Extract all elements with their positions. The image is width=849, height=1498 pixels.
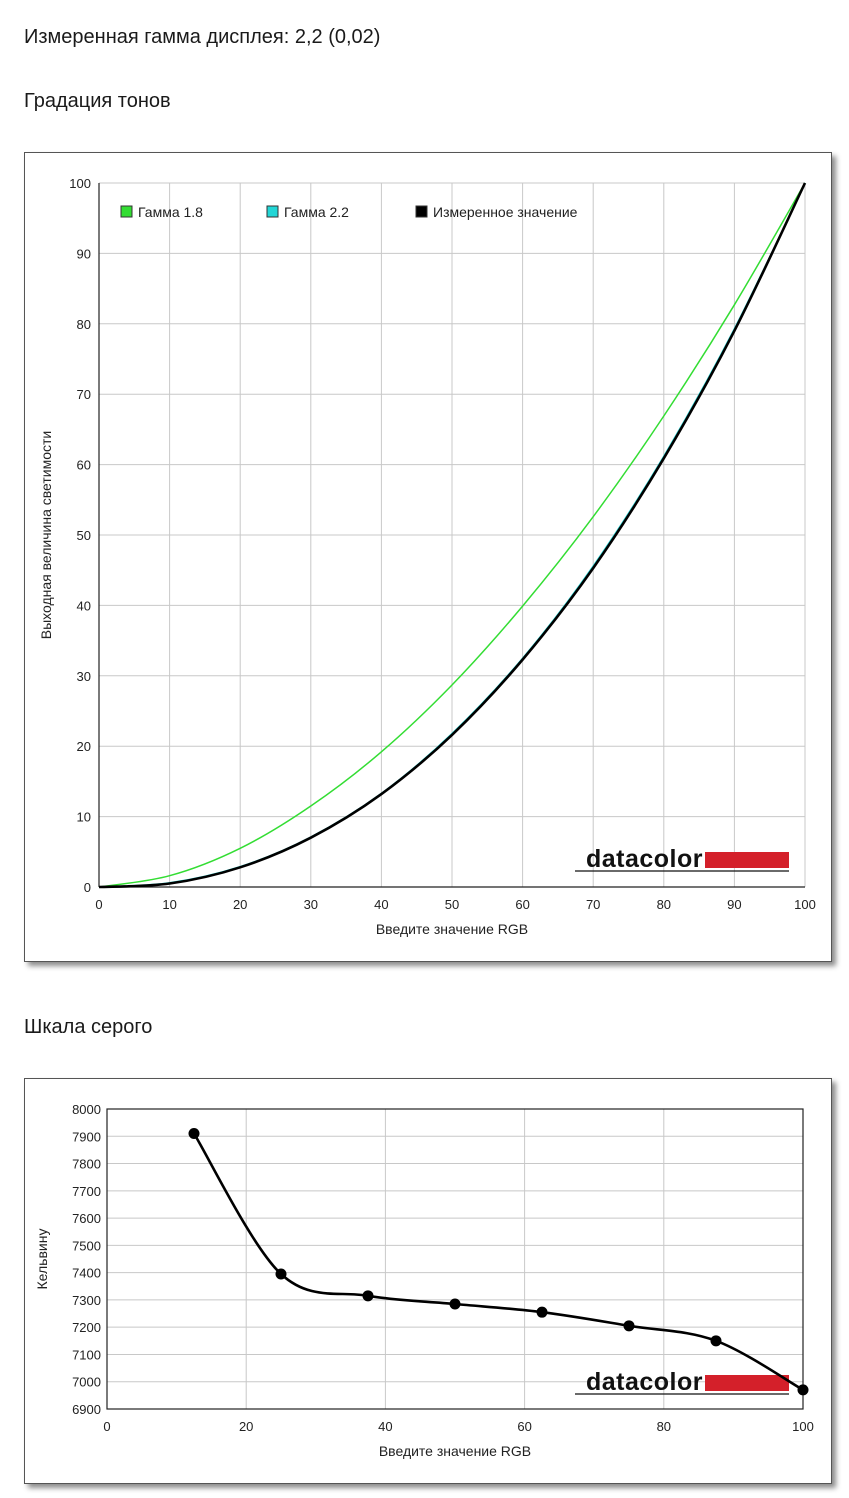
y-tick-label: 7200 (72, 1320, 101, 1335)
y-tick-label: 7300 (72, 1293, 101, 1308)
y-tick-label: 20 (77, 739, 91, 754)
y-tick-label: 50 (77, 528, 91, 543)
x-tick-label: 50 (445, 897, 459, 912)
series-line-1 (98, 182, 806, 888)
y-tick-label: 100 (69, 176, 91, 191)
legend-swatch-3 (415, 205, 428, 218)
x-tick-label: 100 (792, 1419, 814, 1434)
y-tick-label: 90 (77, 246, 91, 261)
kelvin-data-point (710, 1335, 722, 1347)
tone-heading: Градация тонов (24, 90, 171, 112)
y-tick-label: 7000 (72, 1375, 101, 1390)
x-tick-label: 20 (233, 897, 247, 912)
y-tick-label: 7700 (72, 1184, 101, 1199)
x-tick-label: 80 (657, 1419, 671, 1434)
y-tick-label: 40 (77, 598, 91, 613)
kelvin-data-point (275, 1268, 287, 1280)
x-tick-label: 80 (657, 897, 671, 912)
datacolor-logo: datacolor (575, 845, 789, 873)
x-tick-label: 90 (727, 897, 741, 912)
gray-chart-panel: 0 20 40 60 80 100 6900 7000 7100 7200 7300 7400 7500… (24, 1078, 832, 1484)
y-tick-label: 7400 (72, 1266, 101, 1281)
x-tick-label: 10 (162, 897, 176, 912)
x-tick-label: 100 (794, 897, 816, 912)
y-tick-label: 7100 (72, 1347, 101, 1362)
y-tick-label: 7600 (72, 1211, 101, 1226)
x-axis-label: Введите значение RGB (376, 921, 528, 937)
legend-label-2: Гамма 2.2 (284, 204, 349, 220)
kelvin-data-point (797, 1384, 809, 1396)
legend-swatch-2 (266, 205, 279, 218)
series-line-3 (98, 182, 807, 889)
y-tick-label: 80 (77, 317, 91, 332)
x-tick-label: 60 (517, 1419, 531, 1434)
x-axis-label: Введите значение RGB (379, 1443, 531, 1459)
y-tick-label: 7900 (72, 1129, 101, 1144)
y-axis-label: Кельвину (34, 1229, 50, 1290)
x-tick-label: 0 (103, 1419, 110, 1434)
logo-text: datacolor (586, 1368, 703, 1396)
tone-chart-panel: 0 10 20 30 40 50 60 70 80 90 100 0 10 20 30 40 50 60 70 80 9… (24, 152, 832, 962)
y-tick-label: 10 (77, 810, 91, 825)
y-tick-label: 0 (84, 880, 91, 895)
logo-red-bar (705, 1375, 789, 1391)
gray-chart: 0 20 40 60 80 100 6900 7000 7100 7200 7300 7400 7500… (34, 1102, 814, 1459)
y-tick-label: 7500 (72, 1238, 101, 1253)
datacolor-logo: datacolor (575, 1368, 789, 1396)
plot-area (107, 1109, 803, 1409)
y-tick-label: 70 (77, 387, 91, 402)
x-tick-label: 20 (239, 1419, 253, 1434)
measured-gamma-text: Измеренная гамма дисплея: 2,2 (0,02) (24, 26, 381, 48)
plot-frame (106, 1108, 804, 1410)
kelvin-data-point (536, 1306, 548, 1318)
y-tick-label: 60 (77, 458, 91, 473)
x-tick-label: 40 (374, 897, 388, 912)
x-tick-label: 40 (378, 1419, 392, 1434)
kelvin-data-point (188, 1128, 200, 1140)
kelvin-data-point (623, 1320, 635, 1332)
kelvin-data-point (449, 1298, 461, 1310)
legend-label-1: Гамма 1.8 (138, 204, 203, 220)
tone-chart: 0 10 20 30 40 50 60 70 80 90 100 0 10 20 30 40 50 60 70 80 9… (38, 176, 816, 937)
y-axis-label: Выходная величина светимости (38, 431, 54, 639)
y-tick-label: 6900 (72, 1402, 101, 1417)
x-tick-label: 70 (586, 897, 600, 912)
y-tick-label: 30 (77, 669, 91, 684)
logo-text: datacolor (586, 845, 703, 873)
y-tick-label: 7800 (72, 1157, 101, 1172)
kelvin-data-point (362, 1290, 374, 1302)
gray-heading: Шкала серого (24, 1016, 153, 1038)
logo-red-bar (705, 852, 789, 868)
x-tick-label: 0 (95, 897, 102, 912)
legend-label-3: Измеренное значение (433, 204, 578, 220)
legend-swatch-1 (120, 205, 133, 218)
x-tick-label: 60 (515, 897, 529, 912)
x-tick-label: 30 (304, 897, 318, 912)
y-tick-label: 8000 (72, 1102, 101, 1117)
